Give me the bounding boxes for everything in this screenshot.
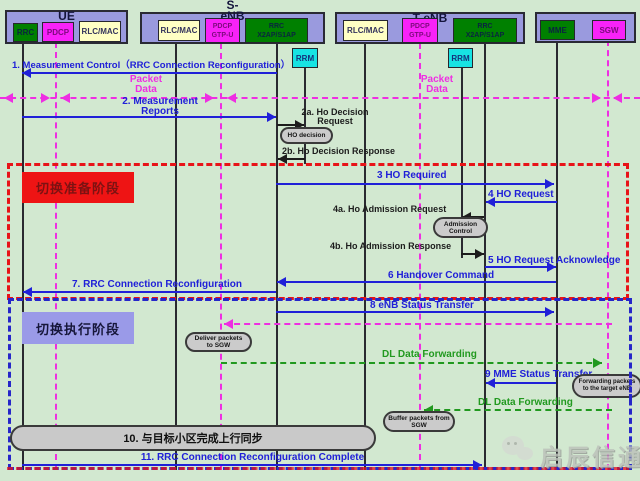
- message-8-arrow: [276, 307, 554, 317]
- arrowhead-left: [486, 378, 495, 388]
- watermark: 启辰信通: [498, 430, 640, 470]
- lifeline-tenb-pdcp: [419, 43, 421, 470]
- arrowhead-right: [592, 93, 601, 103]
- message-2a-label: 2a. Ho Decision Request: [301, 107, 369, 126]
- arrowhead-left: [4, 93, 13, 103]
- ho-decision-note: HO decision: [280, 127, 333, 144]
- senb-pdcp-module: PDCP GTP-U: [205, 18, 240, 43]
- ue-rrc-module: RRC: [13, 23, 38, 42]
- message-6-arrow: [277, 277, 556, 287]
- lifeline-tenb-rlcmac: [364, 41, 366, 470]
- message-1-label: 1. Measurement Control（RRC Connection Re…: [12, 60, 291, 71]
- ue-rlcmac-module: RLC/MAC: [79, 21, 121, 42]
- message-4-label: 4 HO Request: [488, 189, 554, 200]
- message-7-arrow: [23, 287, 276, 297]
- ue-title: UE: [58, 9, 75, 23]
- arrowhead-right: [267, 112, 276, 122]
- message-6-label: 6 Handover Command: [388, 270, 495, 281]
- senb-rrm-module: RRM: [292, 48, 318, 68]
- sgw-module: SGW: [592, 20, 626, 40]
- dl-data-forwarding-2-label: DL Data Forwarding: [478, 397, 573, 408]
- lifeline-senb-rrm: [304, 68, 306, 164]
- message-5-arrow: [485, 262, 556, 272]
- arrowhead-left: [424, 405, 433, 415]
- tenb-rlcmac-module: RLC/MAC: [343, 20, 388, 41]
- arrowhead-right: [41, 93, 50, 103]
- arrowhead-right: [593, 358, 602, 368]
- phase-execution-label: 切换执行阶段: [22, 312, 134, 344]
- dl-data-forwarding-1-label: DL Data Forwarding: [382, 349, 477, 360]
- watermark-brand-text: 启辰信通: [540, 444, 640, 470]
- wechat-icon-eye: [514, 442, 517, 445]
- message-2-arrow: [22, 112, 276, 122]
- lifeline-ue-rrc: [22, 42, 24, 470]
- message-2a-arrow: [277, 120, 304, 130]
- arrowhead-left: [227, 93, 236, 103]
- phase-preparation-label: 切换准备阶段: [22, 172, 134, 203]
- mme-module: MME: [540, 20, 575, 40]
- message-4a-label: 4a. Ho Admission Request: [333, 204, 447, 214]
- message-11-label: 11. RRC Connection Reconfiguration Compl…: [140, 452, 365, 463]
- lifeline-senb-pdcp: [220, 43, 222, 470]
- lifeline-ue-pdcp: [55, 42, 57, 470]
- arrowhead-left: [613, 93, 622, 103]
- message-3-label: 3 HO Required: [377, 170, 447, 181]
- lifeline-sgw: [607, 40, 609, 470]
- arrowhead-left: [22, 68, 31, 78]
- arrowhead-right: [473, 460, 482, 470]
- message-8-label: 8 eNB Status Transfer: [370, 300, 474, 311]
- deliver-packets-note: Deliver packets to SGW: [185, 332, 252, 352]
- arrowhead-left: [278, 154, 287, 164]
- lifeline-tenb-rrc: [484, 43, 486, 470]
- forwarding-packets-note: Forwarding packets to the target eNB: [572, 374, 640, 398]
- arrowhead-left: [277, 277, 286, 287]
- dl-data-forwarding-1-arrow: [221, 358, 602, 368]
- packet-data-flow-line: [0, 93, 640, 103]
- arrowhead-left: [224, 319, 233, 329]
- message-2-label: 2. Measurement Reports: [122, 96, 198, 117]
- message-11-arrow: [22, 460, 482, 470]
- message-9-arrow: [486, 378, 556, 388]
- message-7-label: 7. RRC Connection Reconfiguration: [72, 279, 242, 290]
- arrowhead-right: [545, 307, 554, 317]
- arrowhead-right: [475, 249, 484, 259]
- dl-data-forwarding-2-arrow: [424, 405, 612, 415]
- lifeline-mme: [556, 40, 558, 470]
- arrowhead-right: [547, 262, 556, 272]
- senb-rlcmac-module: RLC/MAC: [158, 20, 200, 41]
- lifeline-senb-rrc: [276, 43, 278, 470]
- message-3-arrow: [276, 179, 554, 189]
- message-2b-arrow: [278, 154, 305, 164]
- message-1-arrow: [22, 68, 277, 78]
- packet-data-label-right: Packet Data: [420, 74, 454, 95]
- tenb-rrm-module: RRM: [448, 48, 473, 68]
- arrowhead-right: [295, 120, 304, 130]
- message-2b-label: 2b. Ho Decision Response: [282, 146, 396, 156]
- message-4b-label: 4b. Ho Admission Response: [330, 241, 452, 251]
- lifeline-senb-rlcmac: [175, 41, 177, 470]
- tenb-pdcp-module: PDCP GTP-U: [402, 18, 438, 43]
- tenb-rrc-module: RRC X2AP/S1AP: [453, 18, 517, 43]
- wechat-icon-small-bubble: [517, 447, 533, 460]
- arrowhead-right: [545, 179, 554, 189]
- message-4b-arrow: [461, 249, 484, 259]
- arrowhead-left: [486, 197, 495, 207]
- buffer-packets-note: Buffer packets from SGW: [383, 411, 455, 432]
- arrowhead-right: [205, 93, 214, 103]
- message-5-label: 5 HO Request Acknowledge: [488, 255, 621, 266]
- packet-data-label-left: Packet Data: [129, 74, 163, 95]
- admission-control-note: Admission Control: [433, 217, 488, 238]
- ue-pdcp-module: PDCP: [42, 22, 74, 42]
- arrowhead-left: [23, 287, 32, 297]
- wechat-icon-eye: [507, 442, 510, 445]
- packet-path-to-sgw-line: [224, 319, 612, 329]
- arrowhead-left: [61, 93, 70, 103]
- message-9-label: 9 MME Status Transfer: [485, 369, 593, 380]
- message-4-arrow: [486, 197, 557, 207]
- senb-rrc-module: RRC X2AP/S1AP: [245, 18, 308, 43]
- step-10-uplink-sync-note: 10. 与目标小区完成上行同步: [10, 425, 376, 451]
